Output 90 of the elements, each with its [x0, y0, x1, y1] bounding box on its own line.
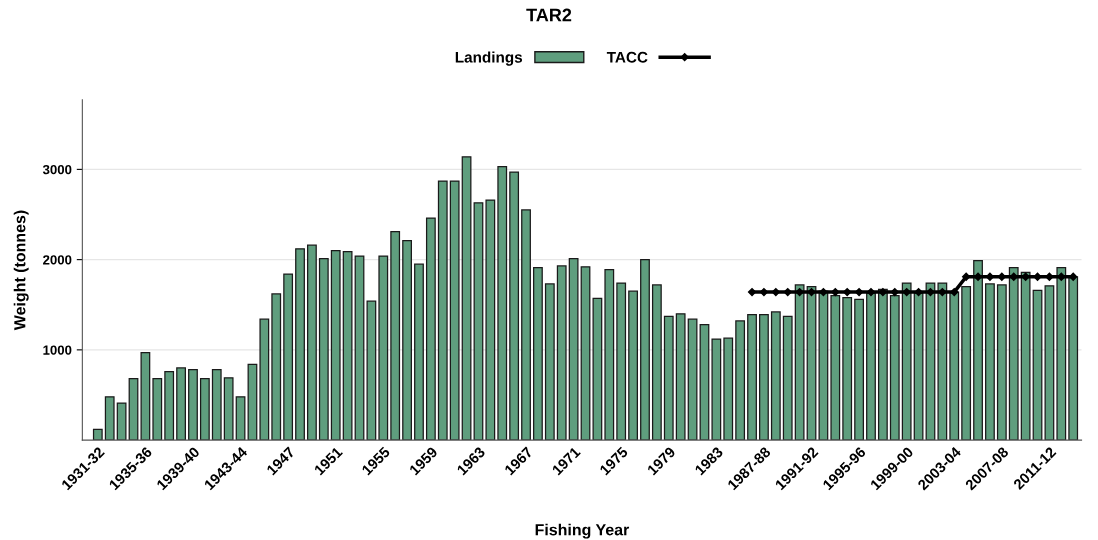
bar [711, 338, 722, 441]
bar [354, 255, 365, 441]
bar [937, 282, 948, 441]
bar [877, 288, 888, 441]
legend-label: Landings [455, 51, 523, 66]
bar [307, 244, 317, 441]
bar [378, 255, 389, 441]
y-tick-label: 3000 [42, 164, 72, 175]
bar [1032, 289, 1043, 441]
bar [973, 259, 983, 441]
bar [699, 323, 710, 441]
bar [901, 282, 912, 441]
bar [580, 266, 591, 441]
bar [211, 369, 222, 441]
bar [1020, 271, 1031, 441]
bar [628, 290, 638, 441]
bar [735, 320, 746, 441]
bar [485, 199, 496, 441]
bar [604, 268, 615, 441]
x-axis-title: Fishing Year [535, 523, 630, 539]
bar [961, 286, 972, 441]
bar [544, 283, 555, 441]
bar [985, 283, 995, 441]
bar [497, 166, 508, 441]
bar [92, 428, 103, 441]
bar [271, 293, 282, 441]
bar [461, 156, 472, 441]
y-tick-label: 2000 [43, 255, 72, 265]
bar [152, 378, 163, 441]
bar [1056, 267, 1067, 441]
bar [747, 314, 757, 441]
bar [640, 258, 650, 441]
bar [188, 369, 198, 441]
bar [116, 402, 127, 441]
bar [1068, 276, 1079, 441]
bar [330, 249, 341, 441]
bar [128, 378, 139, 441]
bar [176, 367, 186, 441]
bar [568, 258, 579, 441]
bar [675, 313, 686, 441]
chart-title: TAR2 [526, 8, 572, 22]
bar [199, 378, 210, 441]
bar [759, 314, 769, 441]
bar [925, 282, 936, 441]
y-axis-title: Weight (tonnes) [13, 210, 29, 331]
bar [402, 240, 412, 441]
bar [770, 311, 781, 441]
bar [437, 180, 448, 441]
bar [842, 296, 853, 441]
bar [104, 396, 115, 441]
bar [425, 217, 436, 441]
bar [1008, 267, 1019, 441]
bar [616, 282, 627, 441]
bar [996, 284, 1007, 441]
bar [592, 297, 603, 441]
bar [830, 295, 841, 441]
bar [687, 318, 698, 441]
bar [663, 315, 674, 441]
bar [806, 286, 817, 441]
bar [473, 202, 484, 441]
bar [913, 292, 924, 441]
bar [521, 209, 531, 441]
bar [295, 248, 305, 441]
bar [140, 351, 151, 441]
y-tick-label: 1000 [43, 345, 72, 355]
bar [283, 273, 294, 441]
bar [247, 363, 258, 441]
bar [651, 284, 662, 441]
bar [889, 295, 900, 441]
bar [794, 284, 805, 441]
bar [1044, 285, 1055, 441]
bar [164, 370, 175, 441]
bar [449, 180, 460, 441]
bar [533, 267, 543, 441]
bar [390, 231, 401, 441]
bar [723, 337, 734, 441]
bar [782, 315, 793, 441]
bar [509, 171, 520, 441]
bar [414, 263, 424, 441]
bar [854, 298, 865, 441]
bar [866, 292, 876, 441]
bar [366, 300, 377, 441]
bar [259, 318, 270, 441]
bar [556, 265, 567, 441]
legend-label: TACC [606, 51, 648, 63]
bar [949, 291, 960, 441]
bar [342, 250, 353, 441]
bar [223, 377, 234, 441]
bar [318, 258, 329, 441]
bar [235, 396, 246, 441]
